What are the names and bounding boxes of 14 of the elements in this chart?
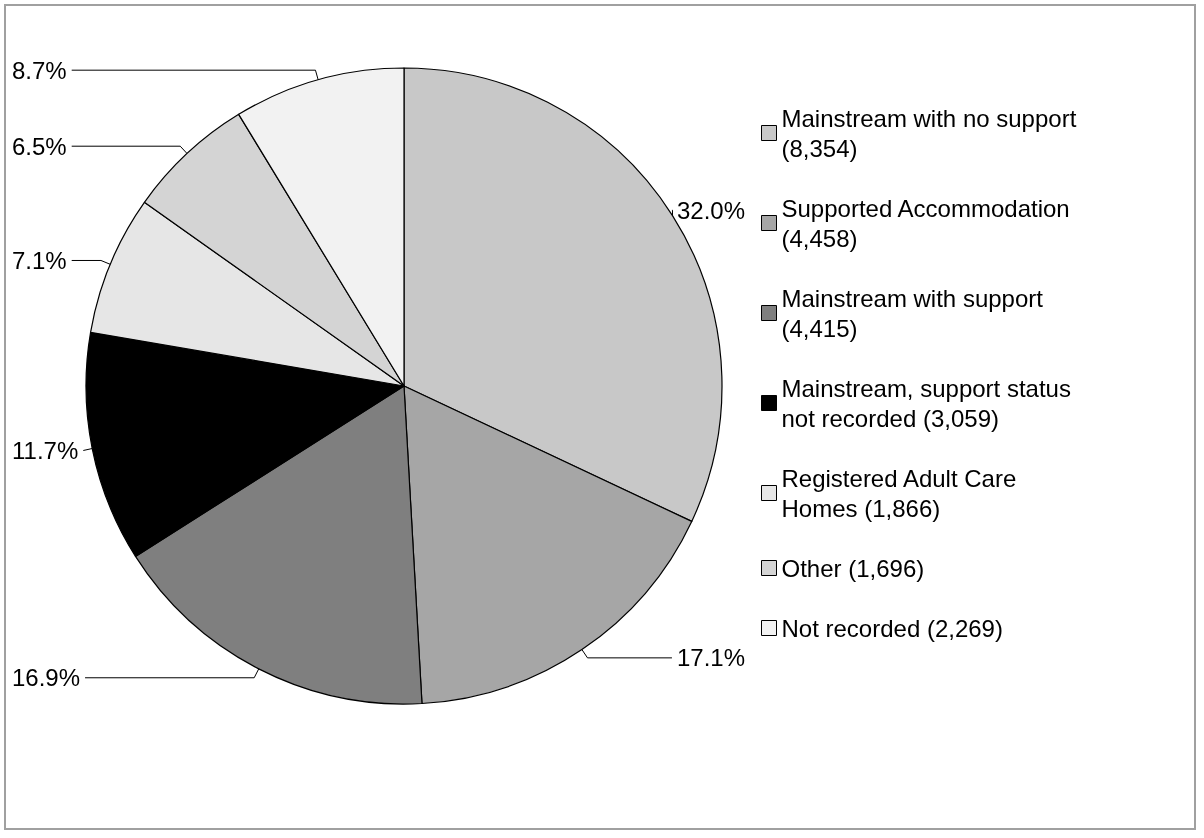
data-label: 7.1% xyxy=(12,246,67,274)
legend-label: Other (1,696) xyxy=(781,554,925,582)
legend-label: Registered Adult Care Homes (1,866) xyxy=(781,464,1017,522)
data-label: 6.5% xyxy=(12,132,67,160)
data-label: 16.9% xyxy=(12,664,81,692)
legend-label: Mainstream, support status not recorded (3,059) xyxy=(781,374,1071,432)
legend-label: Mainstream with no support (8,354) xyxy=(781,104,1077,162)
data-label: 32.0% xyxy=(676,196,745,224)
legend-label: Supported Accommodation (4,458) xyxy=(781,194,1070,252)
legend-label: Not recorded (2,269) xyxy=(781,614,1003,642)
data-label: 17.1% xyxy=(676,644,745,672)
legend-label: Mainstream with support (4,415) xyxy=(781,284,1044,342)
data-label: 11.7% xyxy=(12,436,79,464)
data-label: 8.7% xyxy=(12,56,67,84)
